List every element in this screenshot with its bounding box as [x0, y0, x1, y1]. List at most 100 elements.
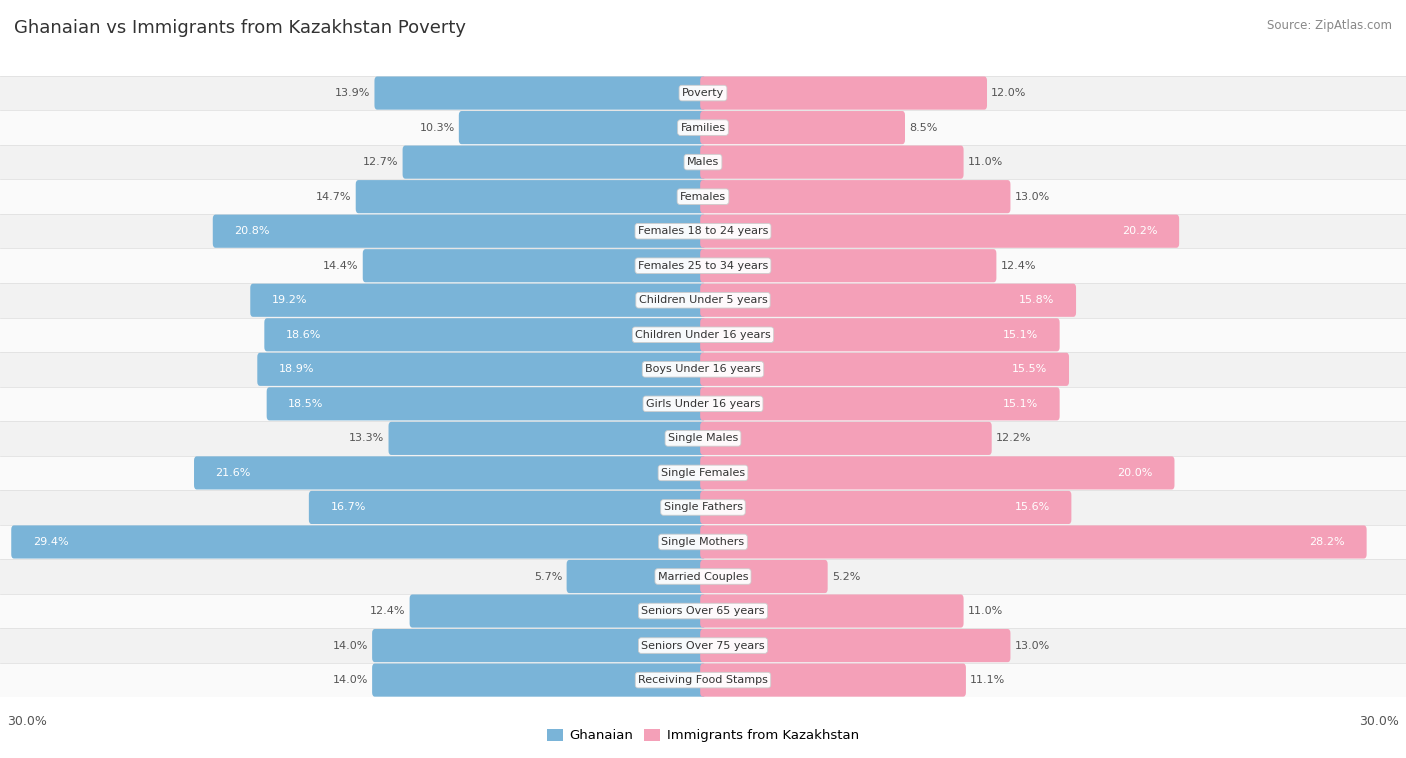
FancyBboxPatch shape	[700, 318, 1060, 352]
FancyBboxPatch shape	[700, 421, 991, 455]
Text: 11.0%: 11.0%	[967, 157, 1002, 167]
FancyBboxPatch shape	[700, 663, 966, 697]
FancyBboxPatch shape	[194, 456, 706, 490]
FancyBboxPatch shape	[212, 215, 706, 248]
Text: 14.0%: 14.0%	[333, 641, 368, 650]
FancyBboxPatch shape	[700, 491, 1071, 524]
FancyBboxPatch shape	[402, 146, 706, 179]
Text: 12.7%: 12.7%	[363, 157, 398, 167]
Bar	[0, 76, 1406, 111]
Text: Married Couples: Married Couples	[658, 572, 748, 581]
Text: Girls Under 16 years: Girls Under 16 years	[645, 399, 761, 409]
Text: Boys Under 16 years: Boys Under 16 years	[645, 365, 761, 374]
Bar	[0, 456, 1406, 490]
Text: Source: ZipAtlas.com: Source: ZipAtlas.com	[1267, 19, 1392, 32]
Text: 12.2%: 12.2%	[995, 434, 1032, 443]
Text: Single Females: Single Females	[661, 468, 745, 478]
Bar	[0, 662, 1406, 697]
Bar	[0, 318, 1406, 352]
Text: 15.1%: 15.1%	[1002, 399, 1038, 409]
Text: 15.1%: 15.1%	[1002, 330, 1038, 340]
Text: 14.4%: 14.4%	[323, 261, 359, 271]
Text: 5.7%: 5.7%	[534, 572, 562, 581]
FancyBboxPatch shape	[700, 629, 1011, 662]
Bar	[0, 249, 1406, 283]
Text: Single Fathers: Single Fathers	[664, 503, 742, 512]
Text: Families: Families	[681, 123, 725, 133]
FancyBboxPatch shape	[356, 180, 706, 213]
Text: 20.2%: 20.2%	[1122, 226, 1157, 236]
FancyBboxPatch shape	[309, 491, 706, 524]
Bar	[0, 490, 1406, 525]
Text: Seniors Over 65 years: Seniors Over 65 years	[641, 606, 765, 616]
FancyBboxPatch shape	[567, 560, 706, 593]
Text: Single Males: Single Males	[668, 434, 738, 443]
Text: Females 25 to 34 years: Females 25 to 34 years	[638, 261, 768, 271]
Text: Receiving Food Stamps: Receiving Food Stamps	[638, 675, 768, 685]
Text: Children Under 16 years: Children Under 16 years	[636, 330, 770, 340]
Text: Single Mothers: Single Mothers	[661, 537, 745, 547]
Text: Children Under 5 years: Children Under 5 years	[638, 296, 768, 305]
Text: Ghanaian vs Immigrants from Kazakhstan Poverty: Ghanaian vs Immigrants from Kazakhstan P…	[14, 19, 465, 37]
Bar	[0, 111, 1406, 145]
FancyBboxPatch shape	[700, 456, 1174, 490]
Text: 19.2%: 19.2%	[271, 296, 308, 305]
Bar	[0, 387, 1406, 421]
FancyBboxPatch shape	[388, 421, 706, 455]
Text: 12.4%: 12.4%	[1001, 261, 1036, 271]
Text: 13.3%: 13.3%	[349, 434, 384, 443]
Text: 13.0%: 13.0%	[1015, 641, 1050, 650]
Text: 15.8%: 15.8%	[1019, 296, 1054, 305]
FancyBboxPatch shape	[700, 283, 1076, 317]
Text: 18.6%: 18.6%	[285, 330, 321, 340]
Legend: Ghanaian, Immigrants from Kazakhstan: Ghanaian, Immigrants from Kazakhstan	[543, 724, 863, 747]
Text: 8.5%: 8.5%	[910, 123, 938, 133]
Text: 12.0%: 12.0%	[991, 88, 1026, 98]
FancyBboxPatch shape	[250, 283, 706, 317]
Bar	[0, 145, 1406, 180]
FancyBboxPatch shape	[373, 629, 706, 662]
Bar	[0, 180, 1406, 214]
Text: 30.0%: 30.0%	[7, 715, 46, 728]
Text: 21.6%: 21.6%	[215, 468, 250, 478]
Bar	[0, 214, 1406, 249]
FancyBboxPatch shape	[700, 180, 1011, 213]
Text: 18.9%: 18.9%	[278, 365, 315, 374]
FancyBboxPatch shape	[409, 594, 706, 628]
Text: Females 18 to 24 years: Females 18 to 24 years	[638, 226, 768, 236]
Text: Males: Males	[688, 157, 718, 167]
Bar	[0, 628, 1406, 662]
FancyBboxPatch shape	[700, 215, 1180, 248]
FancyBboxPatch shape	[700, 387, 1060, 421]
Text: 12.4%: 12.4%	[370, 606, 405, 616]
Text: 15.5%: 15.5%	[1012, 365, 1047, 374]
Bar	[0, 283, 1406, 318]
Text: 13.0%: 13.0%	[1015, 192, 1050, 202]
Bar	[0, 594, 1406, 628]
Text: 18.5%: 18.5%	[288, 399, 323, 409]
Text: 5.2%: 5.2%	[832, 572, 860, 581]
FancyBboxPatch shape	[700, 560, 828, 593]
Text: 14.7%: 14.7%	[316, 192, 352, 202]
FancyBboxPatch shape	[700, 146, 963, 179]
Text: 14.0%: 14.0%	[333, 675, 368, 685]
Text: 29.4%: 29.4%	[32, 537, 69, 547]
Text: 10.3%: 10.3%	[419, 123, 454, 133]
FancyBboxPatch shape	[700, 594, 963, 628]
Text: Poverty: Poverty	[682, 88, 724, 98]
Bar	[0, 559, 1406, 594]
Text: 28.2%: 28.2%	[1309, 537, 1346, 547]
Text: 15.6%: 15.6%	[1015, 503, 1050, 512]
Bar	[0, 352, 1406, 387]
FancyBboxPatch shape	[700, 525, 1367, 559]
Text: Females: Females	[681, 192, 725, 202]
FancyBboxPatch shape	[257, 352, 706, 386]
FancyBboxPatch shape	[700, 111, 905, 144]
Text: 16.7%: 16.7%	[330, 503, 366, 512]
Bar	[0, 525, 1406, 559]
Text: 11.1%: 11.1%	[970, 675, 1005, 685]
FancyBboxPatch shape	[267, 387, 706, 421]
Text: 20.0%: 20.0%	[1118, 468, 1153, 478]
FancyBboxPatch shape	[363, 249, 706, 282]
FancyBboxPatch shape	[700, 77, 987, 110]
